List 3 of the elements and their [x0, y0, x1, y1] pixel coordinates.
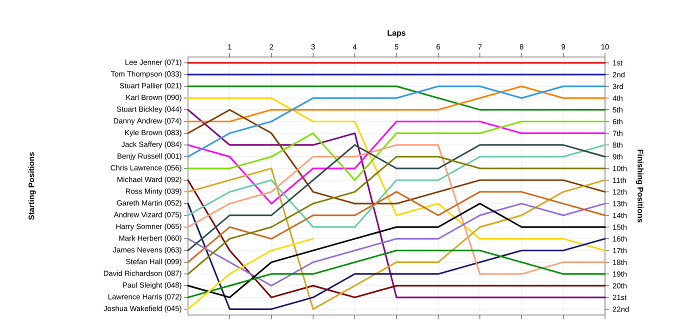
line-series	[187, 191, 606, 264]
line-series	[187, 168, 606, 310]
line-series	[187, 238, 314, 310]
